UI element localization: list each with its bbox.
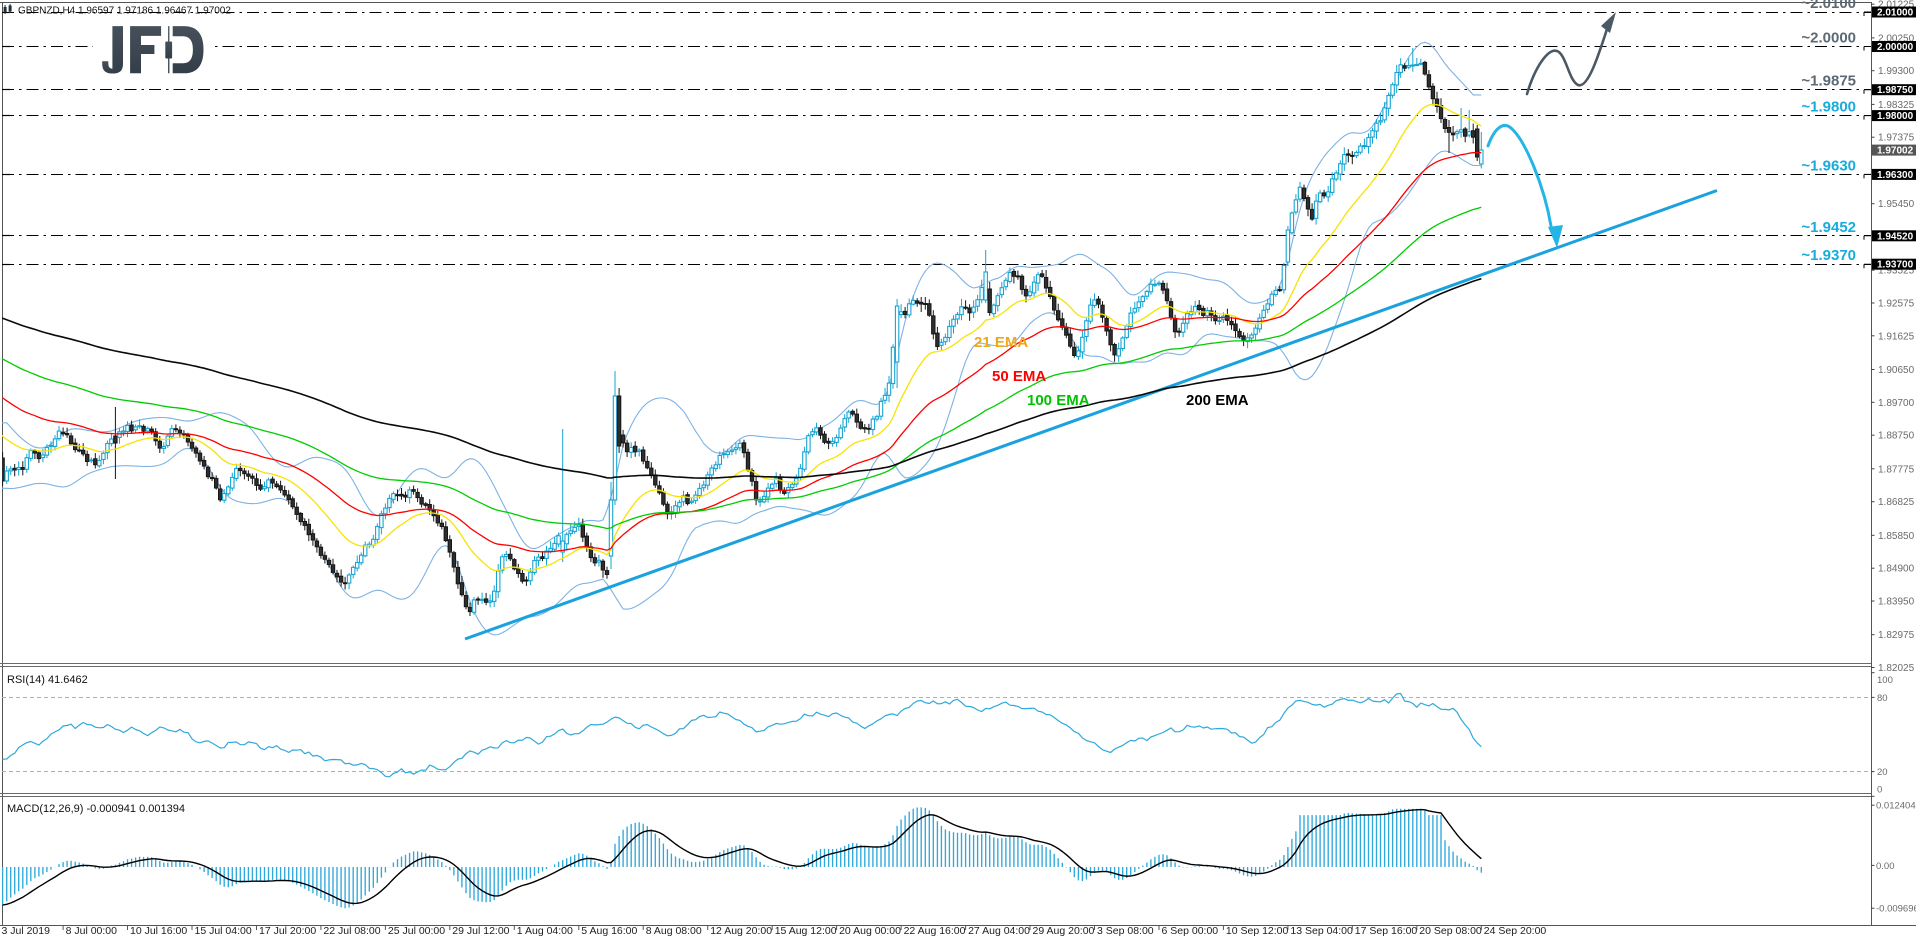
svg-text:1.93525: 1.93525 bbox=[1878, 266, 1915, 277]
svg-text:1.99300: 1.99300 bbox=[1878, 66, 1915, 77]
svg-text:1.88750: 1.88750 bbox=[1878, 431, 1915, 442]
svg-text:~1.9630: ~1.9630 bbox=[1801, 157, 1856, 174]
svg-text:~2.0000: ~2.0000 bbox=[1801, 30, 1856, 47]
svg-text:1.90650: 1.90650 bbox=[1878, 365, 1915, 376]
svg-text:~2.0100: ~2.0100 bbox=[1801, 0, 1856, 12]
svg-text:-0.009696: -0.009696 bbox=[1876, 904, 1916, 915]
svg-text:1.93700: 1.93700 bbox=[1877, 260, 1914, 271]
svg-text:1.92575: 1.92575 bbox=[1878, 299, 1915, 310]
svg-text:2.01000: 2.01000 bbox=[1877, 8, 1914, 19]
svg-text:0.012404: 0.012404 bbox=[1876, 801, 1916, 812]
svg-text:1.98000: 1.98000 bbox=[1877, 111, 1914, 122]
svg-text:20 Sep 08:00: 20 Sep 08:00 bbox=[1419, 925, 1482, 936]
svg-text:1.82975: 1.82975 bbox=[1878, 630, 1915, 641]
svg-text:1.94520: 1.94520 bbox=[1877, 231, 1914, 242]
svg-text:29 Aug 20:00: 29 Aug 20:00 bbox=[1033, 925, 1095, 936]
svg-text:3 Jul 2019: 3 Jul 2019 bbox=[2, 925, 51, 936]
svg-text:1 Aug 04:00: 1 Aug 04:00 bbox=[517, 925, 573, 936]
svg-text:24 Sep 20:00: 24 Sep 20:00 bbox=[1484, 925, 1547, 936]
svg-text:1.98325: 1.98325 bbox=[1878, 100, 1915, 111]
svg-text:50 EMA: 50 EMA bbox=[992, 368, 1046, 385]
svg-text:1.87775: 1.87775 bbox=[1878, 464, 1915, 475]
svg-text:8 Jul 00:00: 8 Jul 00:00 bbox=[66, 925, 118, 936]
svg-text:1.97375: 1.97375 bbox=[1878, 133, 1915, 144]
svg-text:3 Sep 08:00: 3 Sep 08:00 bbox=[1097, 925, 1154, 936]
svg-text:~1.9875: ~1.9875 bbox=[1801, 73, 1856, 90]
svg-text:5 Aug 16:00: 5 Aug 16:00 bbox=[581, 925, 637, 936]
svg-text:1.86825: 1.86825 bbox=[1878, 497, 1915, 508]
svg-text:25 Jul 00:00: 25 Jul 00:00 bbox=[388, 925, 445, 936]
svg-text:100 EMA: 100 EMA bbox=[1027, 392, 1090, 409]
svg-text:17 Sep 16:00: 17 Sep 16:00 bbox=[1355, 925, 1418, 936]
svg-text:~1.9370: ~1.9370 bbox=[1801, 247, 1856, 264]
svg-text:1.96300: 1.96300 bbox=[1877, 170, 1914, 181]
svg-text:29 Jul 12:00: 29 Jul 12:00 bbox=[452, 925, 509, 936]
svg-text:~1.9452: ~1.9452 bbox=[1801, 219, 1856, 236]
svg-text:2.00250: 2.00250 bbox=[1878, 33, 1915, 44]
svg-text:8 Aug 08:00: 8 Aug 08:00 bbox=[646, 925, 702, 936]
svg-text:20 Aug 00:00: 20 Aug 00:00 bbox=[839, 925, 901, 936]
svg-text:12 Aug 20:00: 12 Aug 20:00 bbox=[710, 925, 772, 936]
svg-text:1.89700: 1.89700 bbox=[1878, 398, 1915, 409]
svg-text:MACD(12,26,9) -0.000941 0.0013: MACD(12,26,9) -0.000941 0.001394 bbox=[7, 803, 185, 815]
svg-text:100: 100 bbox=[1877, 675, 1893, 686]
svg-text:1.82025: 1.82025 bbox=[1878, 663, 1915, 674]
svg-text:27 Aug 04:00: 27 Aug 04:00 bbox=[968, 925, 1030, 936]
svg-text:GBPNZD,H4 1.96597 1.97186 1.9: GBPNZD,H4 1.96597 1.97186 1.96467 1.9700… bbox=[18, 6, 231, 17]
svg-text:1.85850: 1.85850 bbox=[1878, 531, 1915, 542]
svg-text:2.01225: 2.01225 bbox=[1878, 0, 1915, 11]
svg-text:1.98750: 1.98750 bbox=[1877, 85, 1914, 96]
svg-text:1.91625: 1.91625 bbox=[1878, 331, 1915, 342]
svg-text:20: 20 bbox=[1877, 767, 1888, 778]
svg-text:15 Aug 12:00: 15 Aug 12:00 bbox=[775, 925, 837, 936]
svg-text:22 Aug 16:00: 22 Aug 16:00 bbox=[904, 925, 966, 936]
svg-text:21 EMA: 21 EMA bbox=[974, 334, 1028, 351]
svg-text:200 EMA: 200 EMA bbox=[1186, 392, 1249, 409]
svg-text:17 Jul 20:00: 17 Jul 20:00 bbox=[259, 925, 316, 936]
svg-text:10 Sep 12:00: 10 Sep 12:00 bbox=[1226, 925, 1289, 936]
svg-text:22 Jul 08:00: 22 Jul 08:00 bbox=[323, 925, 380, 936]
svg-text:6 Sep 00:00: 6 Sep 00:00 bbox=[1162, 925, 1219, 936]
svg-text:15 Jul 04:00: 15 Jul 04:00 bbox=[195, 925, 252, 936]
svg-text:1.97002: 1.97002 bbox=[1877, 146, 1914, 157]
svg-text:13 Sep 04:00: 13 Sep 04:00 bbox=[1290, 925, 1353, 936]
svg-text:1.83950: 1.83950 bbox=[1878, 597, 1915, 608]
svg-text:10 Jul 16:00: 10 Jul 16:00 bbox=[130, 925, 187, 936]
svg-text:1.84900: 1.84900 bbox=[1878, 564, 1915, 575]
svg-text:1.95450: 1.95450 bbox=[1878, 199, 1915, 210]
svg-text:RSI(14) 41.6462: RSI(14) 41.6462 bbox=[7, 674, 88, 686]
svg-text:0.00: 0.00 bbox=[1876, 861, 1895, 872]
svg-text:~1.9800: ~1.9800 bbox=[1801, 99, 1856, 116]
svg-text:2.00000: 2.00000 bbox=[1877, 42, 1914, 53]
svg-text:0: 0 bbox=[1877, 785, 1882, 796]
svg-text:80: 80 bbox=[1877, 693, 1888, 704]
